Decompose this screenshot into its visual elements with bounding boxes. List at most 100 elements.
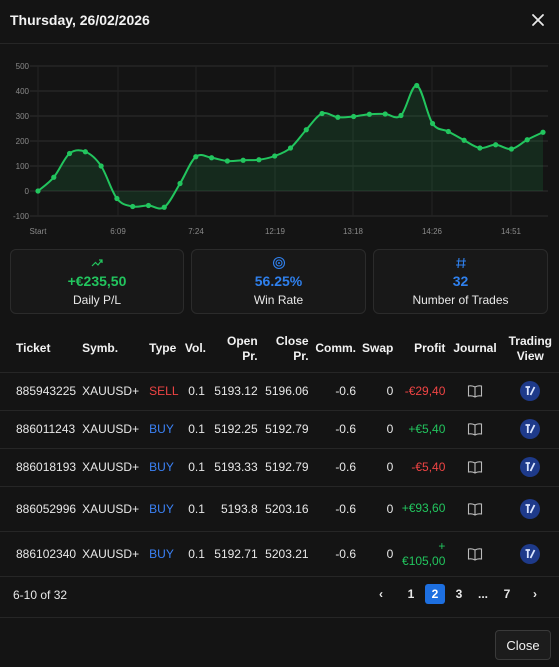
journal-book-icon[interactable] — [467, 502, 483, 516]
profit-cell: +€105,00 — [396, 531, 449, 577]
journal-book-icon[interactable] — [467, 422, 483, 437]
journal-book-icon[interactable] — [467, 384, 483, 399]
swap-cell: 0 — [359, 410, 397, 449]
col-type[interactable]: Type — [146, 326, 182, 373]
table-row: 885943225 XAUUSD+ SELL 0.1 5193.12 5196.… — [0, 372, 559, 411]
x-tick-label: 14:51 — [501, 227, 522, 236]
ticket-cell: 886102340 — [0, 531, 80, 577]
col-commission[interactable]: Comm. — [311, 326, 359, 373]
pl-data-point — [98, 163, 104, 169]
trending-up-icon — [91, 259, 103, 267]
pl-data-point — [130, 203, 136, 210]
y-tick-label: 100 — [16, 162, 30, 171]
pl-data-point — [177, 180, 183, 187]
pl-data-point — [35, 188, 41, 194]
page-button-7[interactable]: 7 — [503, 587, 511, 601]
pl-data-point — [114, 195, 120, 202]
symbol-cell: XAUUSD+ — [79, 410, 147, 449]
swap-cell: 0 — [359, 448, 397, 487]
journal-book-icon[interactable] — [467, 460, 483, 475]
hash-icon — [455, 257, 466, 269]
col-volume[interactable]: Vol. — [181, 326, 212, 373]
page-button-1[interactable]: 1 — [407, 587, 415, 601]
trading-view-button[interactable] — [520, 419, 541, 439]
pl-data-point — [224, 158, 230, 164]
stat-card-win-rate: 56.25% Win Rate — [191, 249, 366, 314]
col-symbol[interactable]: Symb. — [79, 326, 147, 373]
col-profit[interactable]: Profit — [396, 326, 449, 373]
commission-cell: -0.6 — [311, 448, 359, 487]
commission-cell: -0.6 — [311, 531, 359, 577]
pl-data-point — [335, 114, 341, 120]
next-page-button[interactable]: › — [533, 587, 537, 601]
table-row: 886018193 XAUUSD+ BUY 0.1 5193.33 5192.7… — [0, 448, 559, 487]
win-rate-value: 56.25% — [254, 273, 303, 289]
volume-cell: 0.1 — [181, 448, 212, 487]
trading-view-button[interactable] — [520, 457, 541, 477]
close-price-cell: 5196.06 — [260, 372, 312, 411]
volume-cell: 0.1 — [181, 410, 212, 449]
pl-data-point — [429, 120, 436, 127]
table-row: 886102340 XAUUSD+ BUY 0.1 5192.71 5203.2… — [0, 531, 559, 577]
prev-page-button[interactable]: ‹ — [379, 587, 383, 601]
table-footer: 6-10 of 32 ‹ 1 2 3 ... 7 › — [0, 577, 559, 617]
pl-chart: 500 400 300 200 100 0 -100 Start 6:09 7:24 12:19 13… — [0, 50, 559, 242]
trading-view-button[interactable] — [520, 543, 541, 564]
pl-data-point — [145, 202, 152, 209]
open-price-cell: 5193.33 — [211, 448, 261, 487]
profit-cell: -€29,40 — [396, 372, 449, 411]
table-header-row: Ticket Symb. Type Vol. Open Pr. Close Pr… — [0, 326, 559, 373]
trading-view-icon — [525, 548, 536, 558]
page-button-3[interactable]: 3 — [455, 587, 463, 601]
stat-card-daily-pl: +€235,50 Daily P/L — [10, 249, 184, 314]
trades-count-label: Number of Trades — [412, 293, 509, 307]
close-price-cell: 5203.16 — [260, 486, 312, 532]
pl-data-point — [287, 145, 294, 151]
table-row: 886052996 XAUUSD+ BUY 0.1 5193.8 5203.16… — [0, 486, 559, 532]
x-tick-label: 12:19 — [265, 227, 286, 236]
pl-data-point — [51, 174, 57, 180]
pl-data-point — [382, 111, 388, 117]
trading-view-button[interactable] — [520, 498, 541, 519]
close-button[interactable]: Close — [495, 630, 551, 660]
col-swap[interactable]: Swap — [359, 326, 397, 373]
col-close-price[interactable]: Close Pr. — [260, 326, 312, 373]
pl-data-point — [414, 82, 420, 89]
trading-view-icon — [525, 462, 536, 472]
pl-data-point — [66, 150, 73, 157]
symbol-cell: XAUUSD+ — [79, 448, 147, 487]
table-row: 886011243 XAUUSD+ BUY 0.1 5192.25 5192.7… — [0, 410, 559, 449]
trading-view-icon — [525, 503, 536, 513]
close-price-cell: 5192.79 — [260, 410, 312, 449]
y-tick-label: 200 — [16, 137, 30, 146]
close-price-cell: 5203.21 — [260, 531, 312, 577]
journal-book-icon[interactable] — [467, 547, 483, 561]
pl-area-fill — [38, 85, 543, 209]
x-tick-label: 14:26 — [422, 227, 443, 236]
page-button-2[interactable]: 2 — [425, 584, 445, 604]
open-price-cell: 5192.71 — [211, 531, 261, 577]
col-open-price[interactable]: Open Pr. — [211, 326, 261, 373]
pl-data-point — [351, 113, 357, 120]
trading-view-icon — [525, 424, 536, 434]
type-cell: BUY — [146, 486, 182, 532]
x-tick-label: Start — [30, 227, 48, 236]
trading-view-icon — [525, 386, 536, 396]
type-cell: BUY — [146, 448, 182, 487]
open-price-cell: 5192.25 — [211, 410, 261, 449]
close-icon[interactable] — [529, 11, 547, 29]
pagination-range: 6-10 of 32 — [13, 588, 68, 602]
swap-cell: 0 — [359, 372, 397, 411]
pl-data-point — [477, 145, 483, 151]
pl-data-point — [208, 155, 215, 161]
col-ticket[interactable]: Ticket — [0, 326, 80, 373]
ticket-cell: 886018193 — [0, 448, 80, 487]
x-tick-label: 6:09 — [110, 227, 126, 236]
y-tick-label: 300 — [16, 112, 30, 121]
type-cell: BUY — [146, 531, 182, 577]
volume-cell: 0.1 — [181, 531, 212, 577]
pagination-ellipsis: ... — [477, 587, 488, 601]
profit-cell: -€5,40 — [396, 448, 449, 487]
trading-view-button[interactable] — [520, 381, 541, 401]
pl-data-point — [82, 149, 88, 155]
